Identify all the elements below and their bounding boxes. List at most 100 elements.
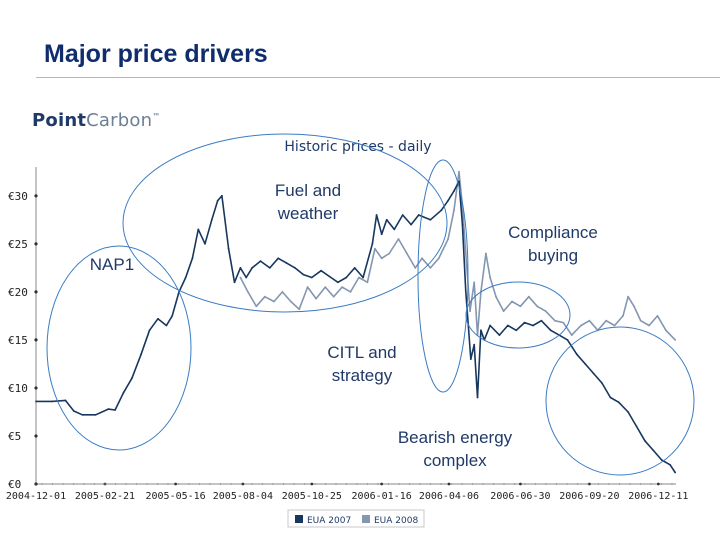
data-point [540, 319, 543, 322]
data-point [536, 305, 539, 308]
data-point [315, 297, 317, 300]
data-point [674, 339, 677, 341]
data-point [380, 233, 383, 236]
x-tick-mark [241, 482, 245, 486]
x-minor-tick [125, 483, 127, 485]
data-point [216, 199, 219, 202]
x-tick-mark [174, 482, 178, 486]
data-point [639, 319, 642, 322]
x-minor-tick [261, 483, 264, 485]
x-minor-tick [587, 483, 589, 485]
title-divider [36, 77, 720, 78]
data-point [566, 339, 569, 341]
x-minor-tick [524, 483, 526, 485]
data-point [298, 308, 301, 311]
annotation-ellipse-nap1 [46, 245, 192, 451]
data-point [575, 353, 578, 356]
data-point [366, 281, 369, 284]
data-point [601, 382, 603, 384]
x-minor-tick [314, 483, 316, 485]
x-minor-tick [114, 483, 117, 485]
data-point [453, 209, 455, 212]
x-tick-mark [34, 482, 38, 486]
y-tick-label: €30 [8, 190, 28, 203]
x-minor-tick [387, 483, 390, 485]
data-point [140, 353, 143, 356]
y-tick-label: €15 [8, 334, 28, 347]
data-point [221, 194, 223, 197]
data-point [592, 372, 595, 375]
x-tick-label: 2006-12-11 [628, 491, 688, 502]
y-tick-mark [34, 386, 38, 390]
data-point [519, 305, 522, 308]
x-minor-tick [471, 483, 474, 485]
data-point [660, 459, 663, 461]
legend-box [287, 509, 425, 528]
data-point [410, 223, 412, 226]
x-tick-label: 2005-08-04 [213, 491, 273, 502]
x-minor-tick [167, 483, 169, 485]
data-point [627, 411, 629, 413]
data-point [239, 276, 242, 279]
chart-legend: EUA 2007 EUA 2008 [287, 509, 425, 528]
y-tick-mark [34, 290, 38, 294]
x-tick-mark [656, 482, 660, 486]
x-minor-tick [492, 483, 495, 485]
data-point [613, 324, 616, 327]
data-point [328, 275, 331, 278]
data-point [306, 286, 309, 288]
x-minor-tick [345, 483, 348, 485]
x-tick-label: 2006-06-30 [490, 491, 550, 502]
legend-label-eua-2008: EUA 2008 [374, 516, 418, 526]
x-tick-label: 2006-01-16 [352, 491, 412, 502]
x-minor-tick [104, 483, 106, 485]
data-point [35, 400, 37, 403]
data-point [473, 343, 476, 346]
x-minor-tick [272, 483, 274, 485]
data-point [469, 358, 472, 360]
data-point [476, 396, 479, 399]
data-point [453, 190, 455, 192]
data-point [332, 295, 335, 298]
series-line-eua-2007 [36, 180, 676, 473]
x-minor-tick [62, 483, 64, 485]
x-minor-tick [629, 483, 631, 485]
x-minor-tick [356, 483, 358, 485]
data-point [532, 324, 534, 327]
annotation-fuel-weather: Fuel and weather [275, 181, 341, 223]
data-point [233, 281, 236, 284]
data-point [440, 209, 443, 212]
data-point [171, 315, 174, 317]
x-minor-tick [41, 483, 43, 485]
data-point [302, 273, 305, 276]
data-point [320, 269, 322, 272]
data-point [263, 295, 266, 298]
x-minor-tick [671, 483, 673, 485]
x-minor-tick [408, 483, 411, 485]
data-point [345, 276, 348, 279]
annotation-compliance: Compliance buying [508, 223, 598, 265]
x-minor-tick [576, 483, 579, 485]
x-minor-tick [660, 483, 663, 485]
data-point [259, 260, 262, 262]
data-point [644, 439, 646, 442]
data-point [210, 218, 213, 221]
annotation-ellipse-compliance [465, 281, 571, 349]
data-point [285, 262, 288, 264]
data-point [362, 276, 364, 279]
data-point [464, 252, 467, 255]
x-minor-tick [377, 483, 379, 485]
data-point [122, 391, 125, 394]
x-minor-tick [219, 483, 222, 485]
data-point [447, 199, 449, 202]
x-minor-tick [555, 483, 558, 485]
data-point [461, 223, 464, 226]
data-point [635, 425, 638, 428]
x-minor-tick [450, 483, 453, 485]
data-point [349, 291, 352, 293]
data-point [353, 267, 356, 269]
y-tick-mark [34, 434, 38, 438]
legend-label-eua-2007: EUA 2007 [307, 516, 351, 526]
data-point [498, 334, 501, 336]
